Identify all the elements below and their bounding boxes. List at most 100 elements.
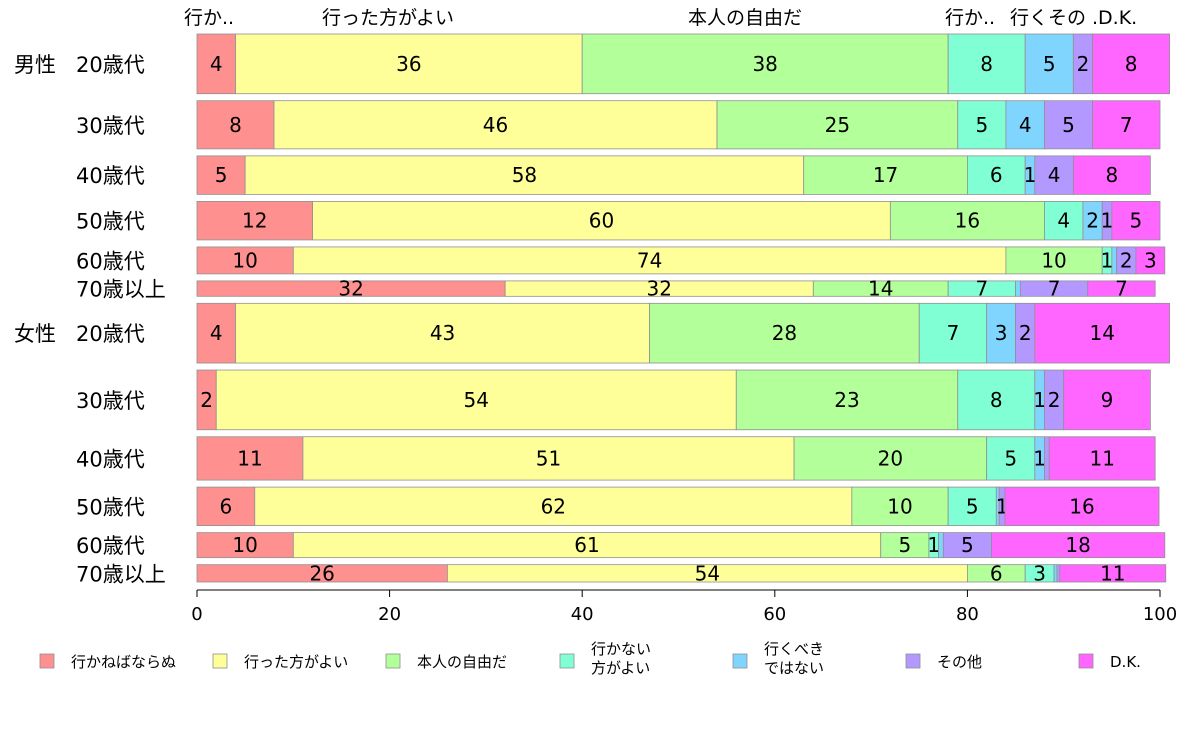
data-label: 1: [1033, 388, 1046, 412]
data-label: 54: [464, 388, 489, 412]
bar-segment: [967, 155, 1026, 195]
group-label: 男性: [14, 53, 56, 77]
row-label: 60歳代: [76, 249, 145, 273]
data-label: 11: [1100, 561, 1125, 585]
row-label: 50歳代: [76, 495, 145, 519]
data-label: 8: [990, 388, 1003, 412]
data-label: 12: [242, 209, 267, 233]
bar-segment: [1135, 246, 1166, 275]
data-label: 2: [1086, 209, 1099, 233]
row-label: 40歳代: [76, 164, 145, 188]
x-tick-label: 60: [763, 604, 786, 625]
bar-segment: [235, 33, 583, 95]
data-label: 5: [1130, 209, 1143, 233]
data-label: 4: [210, 52, 223, 76]
data-label: 60: [589, 209, 614, 233]
legend-swatch: [39, 653, 55, 669]
bar-segment: [1005, 100, 1045, 150]
bar-segment: [1072, 155, 1151, 195]
row-label: 70歳以上: [76, 562, 166, 586]
legend-swatch: [732, 653, 748, 669]
top-series-label: 行か..: [945, 7, 995, 29]
bar-segment: [1059, 564, 1167, 583]
data-label: 38: [752, 52, 777, 76]
x-tick-label: 20: [378, 604, 401, 625]
bar-segment: [880, 532, 930, 559]
x-tick-label: 80: [956, 604, 979, 625]
legend-label-line: 行かねばならぬ: [71, 653, 176, 671]
bar-segment: [196, 33, 236, 95]
data-label: 2: [1120, 248, 1133, 272]
data-label: 5: [1043, 52, 1056, 76]
data-label: 1: [927, 533, 940, 557]
data-label: 6: [220, 494, 233, 518]
legend-label-line: 行くべき: [764, 640, 824, 658]
data-label: 6: [990, 561, 1003, 585]
data-label: 14: [868, 277, 893, 301]
data-label: 51: [536, 446, 561, 470]
legend-label: その他: [937, 653, 982, 671]
bar-segment: [196, 100, 275, 150]
legend-label: 行かない方がよい: [591, 640, 651, 677]
bar-segment: [196, 246, 294, 275]
bar-segment: [581, 33, 949, 95]
legend-label: 行かねばならぬ: [71, 653, 176, 671]
data-label: 58: [512, 163, 537, 187]
bar-segment: [649, 302, 920, 364]
bar-segment: [244, 155, 805, 195]
x-tick-label: 40: [571, 604, 594, 625]
legend-label: D.K.: [1110, 653, 1141, 671]
bar-segment: [1034, 302, 1171, 364]
data-label: 74: [637, 248, 662, 272]
data-label: 1: [1101, 209, 1114, 233]
bar-segment: [196, 486, 256, 527]
bar-segment: [942, 532, 992, 559]
data-label: 4: [1048, 163, 1061, 187]
top-series-label: 本人の自由だ: [688, 7, 802, 29]
bar-segment: [1056, 564, 1061, 583]
legend-label-line: 方がよい: [591, 659, 650, 677]
data-label: 10: [887, 494, 912, 518]
bar-segment: [947, 486, 997, 527]
bar-segment: [196, 532, 294, 559]
legend-label: 本人の自由だ: [417, 653, 507, 671]
data-label: 11: [237, 446, 262, 470]
bar-segment: [1111, 201, 1161, 241]
data-label: 1: [1033, 446, 1046, 470]
bar-segment: [1004, 486, 1160, 527]
bar-segment: [986, 302, 1016, 364]
bar-segment: [196, 201, 313, 241]
data-label: 10: [1041, 248, 1066, 272]
data-label: 28: [772, 321, 797, 345]
legend-swatch: [1078, 653, 1094, 669]
bar-segment: [1053, 564, 1058, 583]
data-label: 2: [1077, 52, 1090, 76]
bar-segment: [1024, 33, 1074, 95]
data-label: 23: [834, 388, 859, 412]
data-label: 3: [1144, 248, 1157, 272]
bar-segment: [1063, 369, 1151, 431]
bar-segment: [1092, 100, 1161, 150]
data-label: 3: [995, 321, 1008, 345]
bar-segment: [1044, 100, 1093, 150]
data-label: 9: [1101, 388, 1114, 412]
data-label: 7: [975, 277, 988, 301]
data-label: 32: [647, 277, 672, 301]
bar-segment: [947, 33, 1026, 95]
data-label: 5: [966, 494, 979, 518]
legend-swatch: [905, 653, 921, 669]
group-label: 女性: [14, 322, 56, 346]
row-label: 70歳以上: [76, 278, 166, 302]
bar-segment: [1087, 280, 1156, 297]
bar-segment: [312, 201, 891, 241]
legend-swatch: [559, 653, 575, 669]
data-label: 10: [232, 533, 257, 557]
data-label: 4: [1019, 113, 1032, 137]
bar-segment: [1044, 201, 1084, 241]
data-label: 5: [898, 533, 911, 557]
bar-segment: [716, 100, 959, 150]
data-label: 5: [215, 163, 228, 187]
legend-label: 行った方がよい: [244, 653, 348, 671]
bar-segment: [1092, 33, 1171, 95]
